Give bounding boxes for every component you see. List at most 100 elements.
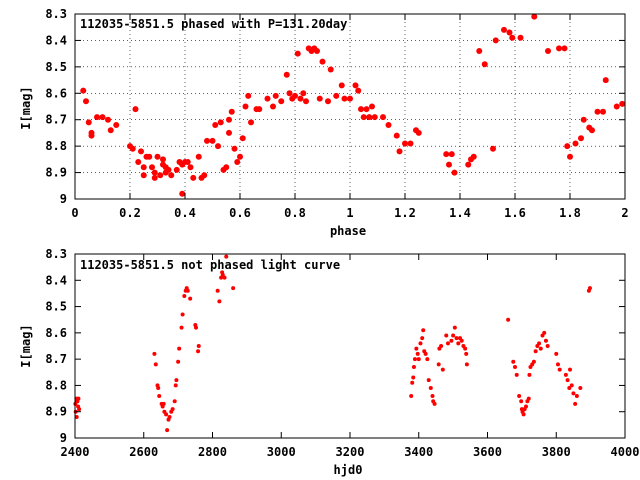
phased-data-point (564, 143, 571, 150)
unphased-x-tick-label: 2400 (61, 445, 90, 459)
phased-data-point (242, 103, 249, 110)
unphased-data-point (513, 365, 517, 370)
phased-data-point (300, 90, 307, 97)
phased-data-point (506, 29, 513, 36)
unphased-data-point (545, 344, 550, 348)
phased-data-point (80, 87, 87, 94)
phased-data-point (531, 13, 538, 20)
unphased-data-point (231, 286, 236, 291)
unphased-data-point (157, 393, 162, 398)
unphased-data-point (567, 386, 572, 391)
phased-plot-title: 112035-5851.5 phased with P=131.20day (80, 17, 347, 31)
phased-y-tick-label: 8.7 (45, 113, 67, 127)
unphased-data-point (538, 346, 543, 351)
unphased-data-point (464, 351, 469, 356)
unphased-data-point (74, 414, 79, 419)
phased-data-point (195, 153, 202, 160)
unphased-data-point (77, 407, 82, 412)
unphased-data-point (464, 362, 469, 367)
phased-grid (75, 14, 625, 199)
phased-data-point (135, 159, 142, 165)
unphased-data-point (565, 378, 570, 383)
phased-data-point (264, 95, 271, 102)
phased-data-point (248, 119, 254, 126)
unphased-data-point (170, 407, 175, 412)
phased-data-point (619, 100, 626, 107)
unphased-data-point (224, 254, 229, 259)
unphased-data-point (188, 296, 193, 301)
unphased-data-point (445, 341, 450, 346)
phased-data-point (492, 37, 499, 44)
unphased-data-point (571, 391, 576, 396)
unphased-data-point (421, 328, 426, 333)
phased-data-point (151, 169, 158, 176)
phased-data-point (589, 127, 595, 134)
phased-data-point (338, 82, 345, 89)
phased-data-point (600, 108, 606, 115)
phased-data-point (385, 122, 392, 128)
phased-data-point (594, 108, 601, 115)
phased-plot: 0 0.2 0.4 0.6 0.8 1 1.2 1.4 1.6 1.8 2 8.3 8.4 8.5 8.6 8… (19, 7, 629, 238)
unphased-data-point (172, 399, 177, 404)
unphased-x-tick-label: 3400 (404, 445, 433, 459)
phased-data-point (446, 161, 452, 168)
unphased-y-tick-label: 8.5 (45, 300, 67, 314)
phased-data-point (545, 48, 551, 54)
unphased-data-point (217, 299, 222, 304)
unphased-data-point (410, 380, 415, 385)
phased-data-point (94, 114, 100, 121)
phased-data-point (371, 114, 378, 121)
unphased-data-point (428, 386, 433, 391)
unphased-data-point (542, 330, 547, 335)
phased-y-tick-label: 8.3 (45, 7, 67, 21)
phased-data-point (237, 153, 243, 160)
unphased-data-point (411, 365, 416, 370)
phased-data-point (278, 98, 285, 105)
phased-data-point (490, 145, 496, 152)
phased-data-point (105, 116, 111, 123)
unphased-x-tick-label: 3200 (336, 445, 365, 459)
phased-data-point (316, 95, 323, 102)
unphased-data-point (526, 396, 531, 401)
phased-data-point (580, 116, 587, 123)
phased-x-tick-label: 1.2 (394, 206, 416, 220)
phased-data-point (476, 48, 483, 54)
unphased-data-point (409, 393, 414, 398)
phased-data-point (393, 132, 400, 139)
phased-data-point (83, 98, 89, 105)
phased-data-point (613, 103, 620, 110)
phased-data-point (231, 145, 238, 152)
unphased-plot-title: 112035-5851.5 not phased light curve (80, 258, 340, 272)
phased-data-point (292, 92, 298, 99)
unphased-x-tick-label: 3600 (473, 445, 502, 459)
phased-x-tick-label: 1.6 (504, 206, 526, 220)
phased-data-point (160, 156, 166, 163)
unphased-data-point (177, 346, 182, 351)
unphased-data-point (506, 317, 511, 322)
unphased-data-point (423, 351, 428, 356)
unphased-data-point (456, 341, 461, 346)
phased-x-tick-label: 0.8 (284, 206, 306, 220)
phased-data-point (572, 140, 579, 147)
phased-data-point (165, 166, 172, 173)
phased-data-point (272, 92, 279, 99)
phased-data-point (151, 174, 158, 181)
phased-data-point (325, 98, 331, 105)
unphased-x-tick-label: 3800 (542, 445, 571, 459)
unphased-y-tick-label: 9 (60, 431, 67, 445)
unphased-data-point (436, 362, 441, 367)
unphased-data-point (222, 275, 227, 280)
phased-data-point (509, 34, 516, 41)
phased-data-point (226, 116, 232, 123)
phased-x-tick-label: 1 (346, 206, 353, 220)
phased-data-point (602, 77, 609, 84)
unphased-data-point (414, 346, 419, 351)
unphased-y-axis-label: I[mag] (19, 324, 33, 367)
unphased-data-point (416, 357, 421, 362)
phased-data-point (578, 135, 584, 142)
unphased-data-point (165, 428, 170, 433)
phased-data-point (443, 151, 450, 158)
unphased-data-point (569, 383, 574, 388)
unphased-data-point (578, 386, 583, 391)
